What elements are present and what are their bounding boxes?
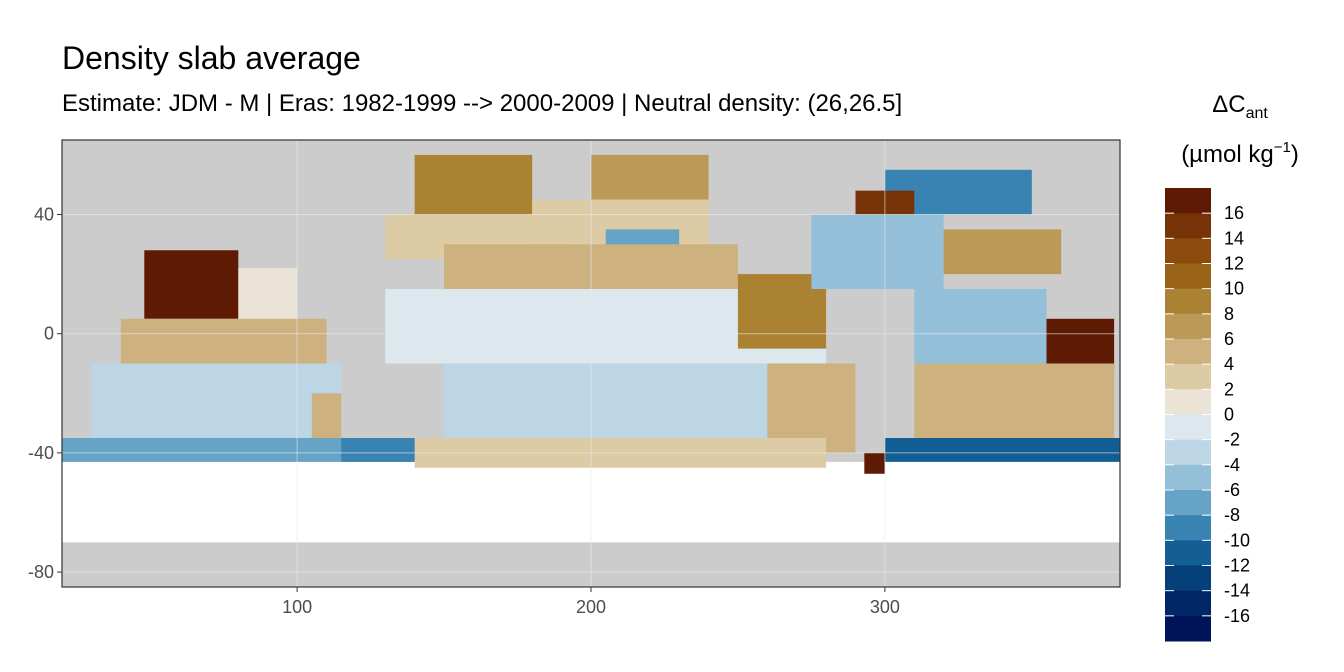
chart-title: Density slab average <box>62 40 361 76</box>
region-north-atlantic-subtropical-west <box>811 214 944 289</box>
legend-label: 4 <box>1224 354 1234 374</box>
legend-label: 14 <box>1224 228 1244 248</box>
region-north-atlantic-subtropical-east <box>943 229 1062 275</box>
plot-panel <box>62 140 1120 587</box>
legend-unit-superscript: −1 <box>1274 139 1291 156</box>
y-tick-label: -80 <box>28 562 54 582</box>
legend: ΔCant (µmol kg−1) 16 14 12 10 8 6 4 2 0 -2 -4 -6 -8 -… <box>1165 91 1299 642</box>
legend-swatch <box>1165 313 1211 340</box>
region-south-indian-ocean-band <box>62 438 415 462</box>
legend-swatch <box>1165 389 1211 415</box>
legend-unit-main: (µmol kg <box>1181 141 1274 168</box>
legend-label: -6 <box>1224 480 1240 500</box>
legend-title-subscript: ant <box>1246 105 1269 122</box>
legend-label: -10 <box>1224 530 1250 550</box>
region-west-australia <box>311 393 342 438</box>
legend-label: 6 <box>1224 329 1234 349</box>
legend-swatch <box>1165 515 1211 541</box>
region-bay-of-bengal <box>238 268 298 319</box>
legend-label: 2 <box>1224 379 1234 399</box>
legend-label: -4 <box>1224 455 1240 475</box>
legend-swatch <box>1165 238 1211 264</box>
region-equatorial-indian-ocean <box>120 318 327 364</box>
legend-swatch <box>1165 188 1211 214</box>
legend-label: 10 <box>1224 279 1244 299</box>
region-south-pacific-subtropical <box>444 363 827 438</box>
legend-swatch <box>1165 339 1211 365</box>
legend-swatch <box>1165 540 1211 566</box>
legend-swatch <box>1165 464 1211 491</box>
region-arabian-sea <box>144 250 239 319</box>
legend-label: -2 <box>1224 430 1240 450</box>
legend-title: ΔCant <box>1212 91 1268 122</box>
legend-swatch <box>1165 213 1211 239</box>
region-gulf-of-guinea <box>1046 318 1115 370</box>
legend-label: -16 <box>1224 606 1250 626</box>
chart-subtitle: Estimate: JDM - M | Eras: 1982-1999 --> … <box>62 90 903 117</box>
legend-swatch <box>1165 414 1211 441</box>
region-falklands <box>864 452 885 474</box>
x-tick-label: 200 <box>576 597 606 617</box>
y-tick-label: 40 <box>34 205 54 225</box>
legend-label: 0 <box>1224 405 1234 425</box>
y-tick-label: 0 <box>44 324 54 344</box>
x-tick-label: 300 <box>870 597 900 617</box>
region-south-atlantic-subtropical <box>914 363 1115 438</box>
legend-unit: (µmol kg−1) <box>1181 139 1299 168</box>
legend-swatch <box>1165 490 1211 516</box>
legend-label: 8 <box>1224 304 1234 324</box>
legend-label: 12 <box>1224 254 1244 274</box>
region-south-indian-ocean-subtropical <box>91 363 342 438</box>
legend-label: -14 <box>1224 581 1250 601</box>
legend-swatch <box>1165 590 1211 617</box>
legend-swatch <box>1165 288 1211 315</box>
legend-swatch <box>1165 565 1211 592</box>
legend-swatch <box>1165 615 1211 642</box>
legend-unit-close: ) <box>1291 141 1299 168</box>
legend-swatch <box>1165 263 1211 290</box>
legend-label: -12 <box>1224 556 1250 576</box>
legend-label: 16 <box>1224 203 1244 223</box>
x-tick-label: 100 <box>282 597 312 617</box>
legend-swatch <box>1165 439 1211 466</box>
region-tropical-atlantic <box>914 289 1047 364</box>
region-okhotsk-northwest <box>414 154 533 215</box>
region-gulf-of-alaska <box>591 154 709 200</box>
legend-title-main: ΔC <box>1212 91 1245 118</box>
legend-label: -8 <box>1224 505 1240 525</box>
y-tick-label: -40 <box>28 443 54 463</box>
legend-swatch <box>1165 364 1211 390</box>
region-south-atlantic-southern-band <box>884 438 1120 462</box>
